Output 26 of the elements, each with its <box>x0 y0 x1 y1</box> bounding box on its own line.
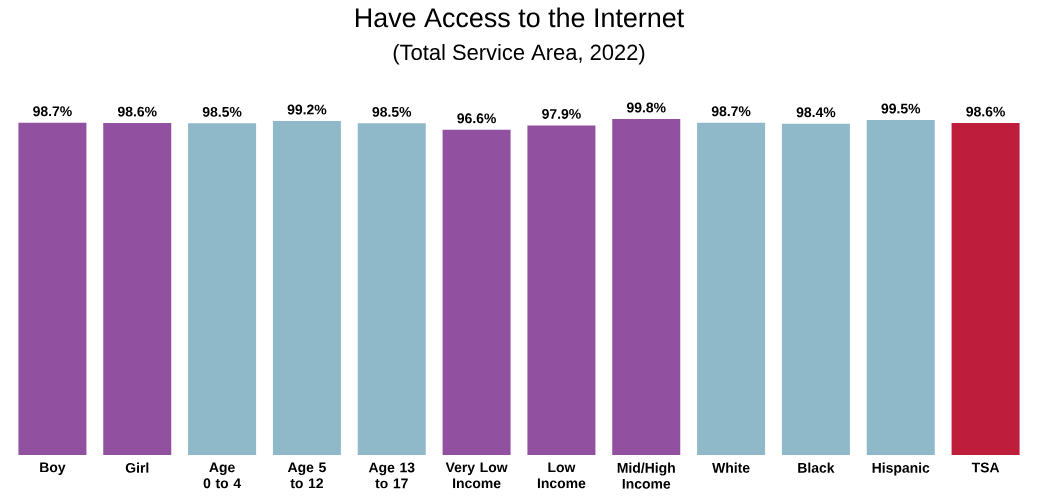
x-tick-label: White <box>712 462 750 473</box>
data-label: 97.9% <box>542 108 581 119</box>
chart-subtitle: (Total Service Area, 2022) <box>393 44 645 65</box>
data-label: 96.6% <box>457 113 496 124</box>
x-tick-label: Black <box>798 462 835 473</box>
x-tick-label: Low Income <box>537 462 586 489</box>
data-label: 98.4% <box>796 107 836 118</box>
data-label: 99.8% <box>626 102 666 113</box>
x-tick-label: Boy <box>40 462 66 476</box>
x-tick-label: Girl <box>125 462 149 473</box>
x-tick-label: Hispanic <box>872 462 930 476</box>
chart-title: Have Access to the Internet <box>355 7 684 28</box>
x-tick-label: Age 0 to 4 <box>203 462 241 489</box>
data-label: 98.7% <box>33 106 72 117</box>
data-label: 98.7% <box>711 106 751 117</box>
data-label: 99.5% <box>881 103 921 114</box>
x-tick-label: Very Low Income <box>445 462 508 489</box>
data-label: 98.5% <box>372 106 412 117</box>
x-tick-label: TSA <box>971 462 1000 473</box>
x-tick-label: Age 13 to 17 <box>368 462 415 489</box>
data-label: 99.2% <box>287 104 327 115</box>
data-label: 98.5% <box>202 106 242 117</box>
data-label: 98.6% <box>117 106 157 117</box>
data-label: 98.6% <box>966 106 1005 117</box>
x-tick-label: Age 5 to 12 <box>287 462 326 489</box>
x-tick-label: Mid/High Income <box>617 462 675 489</box>
